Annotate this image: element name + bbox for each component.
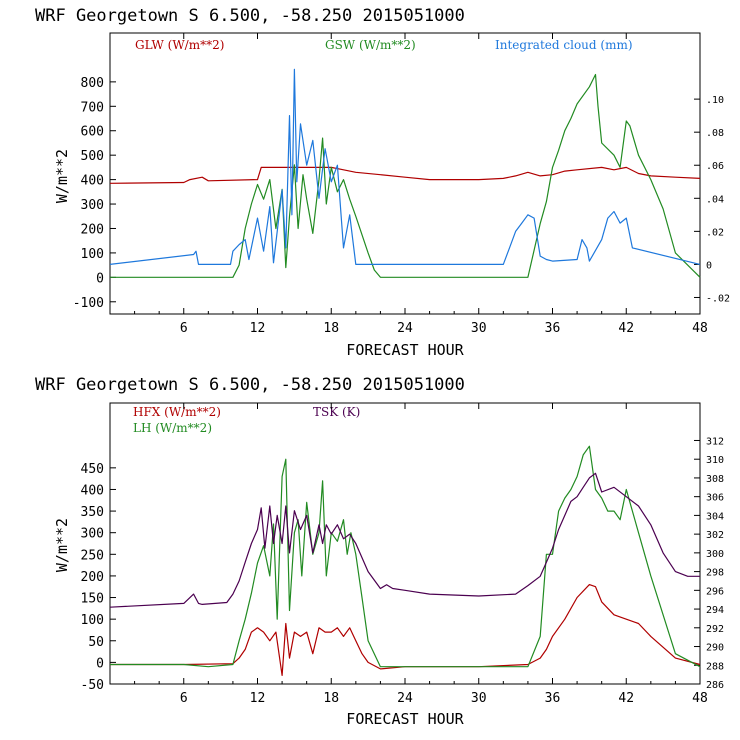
series-line-lh <box>110 445 701 668</box>
x-tick-label: 18 <box>323 691 339 706</box>
y-tick-label: 300 <box>81 198 104 213</box>
y2-tick-label: 286 <box>706 680 724 691</box>
series-line-glw <box>109 166 701 184</box>
y2-tick-label: 294 <box>706 605 724 616</box>
y-tick-label: 50 <box>88 635 104 650</box>
series-line-tsk <box>109 472 700 608</box>
y2-tick-label: 0 <box>706 260 712 271</box>
y2-tick-label: .02 <box>706 227 724 238</box>
top-legend-glw: GLW (W/m**2) <box>135 38 224 52</box>
y-tick-label: -100 <box>73 296 104 311</box>
top-legend: GLW (W/m**2) GSW (W/m**2) Integrated clo… <box>135 38 633 52</box>
y2-tick-label: 310 <box>706 455 724 466</box>
y-tick-label: 400 <box>81 174 104 189</box>
x-tick-label: 24 <box>397 321 413 336</box>
bottom-x-axis-label: FORECAST HOUR <box>346 710 464 728</box>
y2-tick-label: 308 <box>706 474 724 485</box>
y2-tick-label: 300 <box>706 549 724 560</box>
top-series <box>109 68 701 278</box>
y-tick-label: 150 <box>81 592 104 607</box>
series-line-gsw <box>110 73 701 278</box>
x-tick-label: 48 <box>692 321 708 336</box>
x-tick-label: 12 <box>250 321 266 336</box>
y2-tick-label: .06 <box>706 161 724 172</box>
top-legend-gsw: GSW (W/m**2) <box>325 38 416 52</box>
y-tick-label: 250 <box>81 548 104 563</box>
y-tick-label: -50 <box>81 678 104 693</box>
top-x-axis-label: FORECAST HOUR <box>346 341 464 359</box>
top-y-axis-label: W/m**2 <box>53 149 71 203</box>
y-tick-label: 300 <box>81 527 104 542</box>
x-tick-label: 42 <box>618 691 634 706</box>
bottom-series <box>109 445 701 677</box>
y-tick-label: 600 <box>81 125 104 140</box>
y2-tick-label: 302 <box>706 530 724 541</box>
bottom-x-axis: 6 12 18 24 30 36 42 48 <box>134 403 708 706</box>
bottom-plot-frame <box>109 402 701 685</box>
bottom-y2-axis: 286 288 290 292 294 296 298 300 302 304 306 308 310 3… <box>694 436 724 691</box>
y2-tick-label: 304 <box>706 511 724 522</box>
top-legend-cloud: Integrated cloud (mm) <box>495 38 633 52</box>
bottom-chart-title: WRF Georgetown S 6.500, -58.250 20150510… <box>35 375 465 395</box>
y-tick-label: 700 <box>81 100 104 115</box>
y2-tick-label: 296 <box>706 586 724 597</box>
y2-tick-label: 298 <box>706 568 724 579</box>
x-tick-label: 42 <box>618 321 634 336</box>
x-tick-label: 30 <box>471 691 487 706</box>
y-tick-label: 800 <box>81 76 104 91</box>
y-tick-label: 450 <box>81 462 104 477</box>
x-tick-label: 36 <box>545 321 561 336</box>
top-chart-title: WRF Georgetown S 6.500, -58.250 20150510… <box>35 6 465 26</box>
x-tick-label: 24 <box>397 691 413 706</box>
bottom-legend: HFX (W/m**2) LH (W/m**2) TSK (K) <box>133 405 360 435</box>
y2-tick-label: 312 <box>706 436 724 447</box>
x-tick-label: 48 <box>692 691 708 706</box>
top-y2-axis: -.02 0 .02 .04 .06 .08 .10 <box>694 95 730 304</box>
bottom-y-axis-label: W/m**2 <box>53 518 71 572</box>
y2-tick-label: 292 <box>706 624 724 635</box>
top-plot-frame <box>109 32 701 315</box>
y2-tick-label: 288 <box>706 661 724 672</box>
top-x-axis: 6 12 18 24 30 36 42 48 <box>134 33 708 336</box>
y-tick-label: 350 <box>81 505 104 520</box>
x-tick-label: 6 <box>180 691 188 706</box>
y2-tick-label: 306 <box>706 493 724 504</box>
bottom-legend-lh: LH (W/m**2) <box>133 421 212 435</box>
x-tick-label: 6 <box>180 321 188 336</box>
y-tick-label: 100 <box>81 613 104 628</box>
series-line-hfx <box>110 583 701 677</box>
bottom-legend-tsk: TSK (K) <box>313 405 360 419</box>
y2-tick-label: .04 <box>706 194 724 205</box>
y-tick-label: 500 <box>81 149 104 164</box>
y-tick-label: 0 <box>96 271 104 286</box>
x-tick-label: 12 <box>250 691 266 706</box>
y2-tick-label: .08 <box>706 128 724 139</box>
y-tick-label: 200 <box>81 570 104 585</box>
y2-tick-label: 290 <box>706 643 724 654</box>
y-tick-label: 400 <box>81 483 104 498</box>
x-tick-label: 30 <box>471 321 487 336</box>
x-tick-label: 36 <box>545 691 561 706</box>
y-tick-label: 200 <box>81 222 104 237</box>
y-tick-label: 0 <box>96 656 104 671</box>
bottom-y-axis: -50 0 50 100 150 200 250 300 350 400 450 <box>81 462 116 693</box>
x-tick-label: 18 <box>323 321 339 336</box>
y-tick-label: 100 <box>81 247 104 262</box>
series-line-integrated <box>109 68 701 265</box>
y2-tick-label: .10 <box>706 95 724 106</box>
bottom-legend-hfx: HFX (W/m**2) <box>133 405 221 419</box>
y2-tick-label: -.02 <box>706 293 730 304</box>
top-y-axis: -100 0 100 200 300 400 500 600 700 800 <box>73 76 116 311</box>
